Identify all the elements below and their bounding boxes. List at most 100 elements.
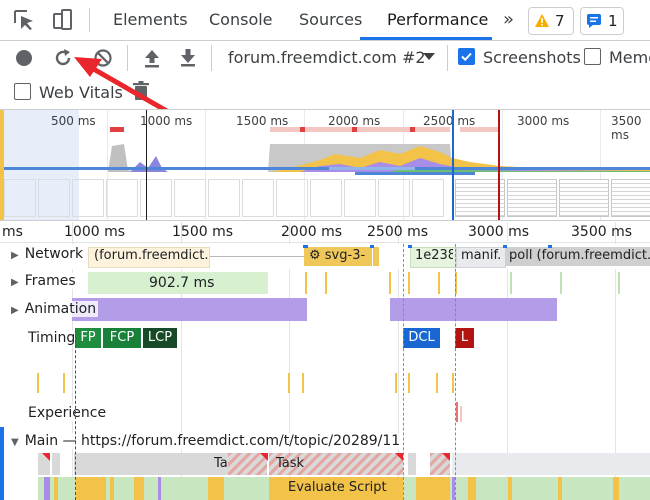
profile-select[interactable]: forum.freemdict.com #2: [228, 48, 426, 67]
fcp-marker[interactable]: FCP: [103, 328, 141, 348]
overview-cursor-line: [146, 110, 147, 220]
overview-tick: 2000 ms: [328, 114, 381, 128]
memory-checkbox[interactable]: [584, 48, 601, 65]
main-track-label[interactable]: ▼ Main — https://forum.freemdict.com/t/to…: [11, 433, 403, 449]
screenshot-thumbnails[interactable]: [455, 179, 650, 217]
devtools-tab-bar: Elements Console Sources Performance » 7…: [0, 0, 650, 41]
messages-count: 1: [608, 12, 618, 30]
lcp-marker[interactable]: LCP: [143, 328, 177, 348]
ruler-tick: 2500 ms: [367, 224, 429, 240]
checkmark-icon: [461, 52, 472, 62]
overview-left-handle[interactable]: [0, 110, 4, 220]
network-track-label[interactable]: ▶ Network: [11, 246, 86, 262]
animation-track-label[interactable]: ▶ Animation: [11, 301, 99, 317]
frames-track-label[interactable]: ▶ Frames: [11, 273, 78, 289]
screenshots-label: Screenshots: [483, 48, 581, 67]
tab-sources[interactable]: Sources: [299, 10, 363, 29]
layout-shift-marker[interactable]: [456, 402, 458, 422]
long-task-marker: [110, 127, 124, 132]
clear-icon[interactable]: [92, 47, 114, 69]
chevron-down-icon[interactable]: [423, 52, 435, 62]
overview-tick: 3500 ms: [611, 114, 642, 142]
overview-tick: 2500 ms: [423, 114, 476, 128]
toolbar-divider: [127, 45, 128, 71]
dcl-marker[interactable]: DCL: [403, 328, 440, 348]
screenshot-filmstrip[interactable]: [4, 177, 504, 217]
download-profile-icon[interactable]: [178, 46, 198, 68]
overview-tick: 3000 ms: [517, 114, 570, 128]
network-request[interactable]: [88, 247, 210, 268]
dcl-guide-line: [403, 244, 404, 500]
long-task-marker: [270, 127, 450, 132]
overview-tick: 1000 ms: [140, 114, 193, 128]
message-icon: [587, 14, 601, 28]
more-tabs-button[interactable]: »: [503, 9, 515, 30]
web-vitals-label: Web Vitals: [39, 83, 123, 102]
animation-bar[interactable]: [72, 298, 307, 321]
ruler-tick: ms: [2, 224, 23, 240]
tab-elements[interactable]: Elements: [113, 10, 188, 29]
task-label: Task: [276, 456, 305, 471]
network-request-label: ⚙ svg-3-: [309, 248, 366, 263]
timeline-ruler: [0, 220, 650, 243]
reload-record-icon[interactable]: [52, 47, 74, 69]
screenshots-checkbox[interactable]: [458, 48, 475, 65]
timings-track-label: Timings: [28, 330, 85, 346]
memory-label: Memo: [609, 48, 650, 67]
upload-profile-icon[interactable]: [142, 47, 162, 69]
fcp-guide-line: [75, 330, 76, 500]
network-request-label: poll (forum.freemdict.: [509, 248, 650, 263]
network-request-label: manif.: [461, 248, 502, 263]
overview-tick: 500 ms: [51, 114, 96, 128]
network-request[interactable]: [304, 247, 372, 266]
toolbar-divider: [89, 8, 90, 32]
collapse-triangle-icon[interactable]: ▼: [11, 437, 19, 448]
frame-duration: 902.7 ms: [149, 275, 215, 291]
warnings-badge[interactable]: 7: [528, 7, 574, 35]
web-vitals-checkbox[interactable]: [14, 83, 31, 100]
performance-toolbar: forum.freemdict.com #2 Screenshots Memo …: [0, 41, 650, 108]
overview-dimmed-area: [0, 110, 79, 220]
long-task-block[interactable]: [269, 453, 403, 475]
ruler-tick: 1500 ms: [172, 224, 234, 240]
animation-track[interactable]: [0, 297, 650, 323]
main-scripts-row[interactable]: Evaluate Script: [38, 477, 650, 500]
network-request-label: 1e238: [415, 248, 453, 263]
overview-tick: 1500 ms: [236, 114, 289, 128]
tab-performance[interactable]: Performance: [387, 10, 489, 29]
expand-triangle-icon[interactable]: ▶: [11, 250, 19, 261]
frames-track[interactable]: 902.7 ms: [0, 270, 650, 296]
expand-triangle-icon[interactable]: ▶: [11, 305, 19, 316]
fp-marker[interactable]: FP: [75, 328, 101, 348]
evaluate-script-block[interactable]: [269, 477, 403, 500]
ruler-tick: 3500 ms: [571, 224, 633, 240]
evaluate-script-label: Evaluate Script: [288, 480, 387, 495]
ruler-tick: 1000 ms: [64, 224, 126, 240]
overview-load-line: [498, 110, 500, 220]
network-track[interactable]: (forum.freemdict. ⚙ svg-3- 1e238 manif. …: [0, 244, 650, 269]
warnings-count: 7: [555, 12, 565, 30]
device-toolbar-icon[interactable]: [50, 8, 74, 32]
ruler-tick: 2000 ms: [281, 224, 343, 240]
load-marker[interactable]: L: [455, 328, 474, 348]
frame-bar[interactable]: [88, 272, 268, 294]
toolbar-divider: [211, 45, 212, 71]
inspect-element-icon[interactable]: [13, 9, 37, 31]
network-request[interactable]: [505, 247, 650, 266]
ruler-tick: 3000 ms: [468, 224, 530, 240]
messages-badge[interactable]: 1: [580, 7, 624, 35]
experience-track-label: Experience: [28, 405, 109, 421]
warning-icon: [535, 14, 549, 27]
toolbar-divider: [447, 45, 448, 71]
load-guide-line: [455, 244, 456, 500]
network-request-label: (forum.freemdict.: [94, 248, 208, 263]
overview-dcl-line: [452, 110, 454, 220]
task-block[interactable]: [74, 453, 267, 475]
active-tab-indicator: [360, 37, 492, 40]
animation-bar[interactable]: [390, 298, 557, 321]
record-button[interactable]: [16, 50, 32, 66]
main-tasks-row[interactable]: Task Task: [38, 453, 650, 475]
expand-triangle-icon[interactable]: ▶: [11, 277, 19, 288]
timeline-overview[interactable]: 500 ms 1000 ms 1500 ms 2000 ms 2500 ms 3…: [0, 109, 650, 221]
tab-console[interactable]: Console: [209, 10, 273, 29]
